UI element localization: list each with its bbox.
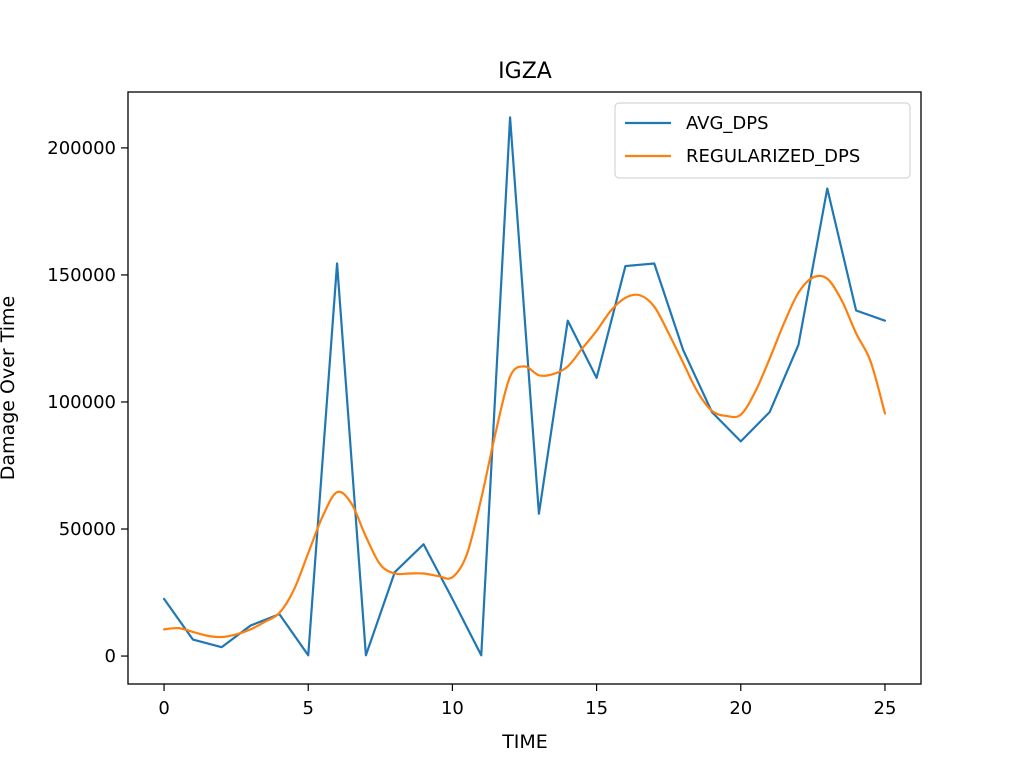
x-tick-label: 5 — [303, 698, 314, 719]
x-tick-label: 20 — [729, 698, 752, 719]
y-tick-label: 100000 — [47, 392, 116, 413]
legend-label-avg-dps: AVG_DPS — [686, 113, 769, 134]
chart-title: IGZA — [498, 59, 552, 84]
series-line-regularized-dps — [162, 274, 887, 639]
x-axis: 0 5 10 15 20 25 — [158, 684, 896, 719]
series-line-avg-dps — [162, 116, 887, 657]
legend: AVG_DPS REGULARIZED_DPS — [614, 102, 911, 179]
x-tick-label: 15 — [585, 698, 608, 719]
plot-area-frame — [127, 91, 922, 685]
y-axis-label: Damage Over Time — [0, 296, 19, 480]
series-layer — [162, 116, 887, 657]
x-tick-label: 0 — [158, 698, 169, 719]
y-tick-label: 50000 — [59, 519, 116, 540]
legend-label-regularized-dps: REGULARIZED_DPS — [686, 146, 860, 167]
x-tick-label: 25 — [874, 698, 897, 719]
x-axis-label: TIME — [501, 731, 548, 753]
x-tick-label: 10 — [441, 698, 464, 719]
y-tick-label: 150000 — [47, 265, 116, 286]
y-axis: 0 50000 100000 150000 200000 — [47, 138, 128, 667]
y-tick-label: 200000 — [47, 138, 116, 159]
legend-box — [614, 102, 911, 179]
y-tick-label: 0 — [105, 646, 116, 667]
